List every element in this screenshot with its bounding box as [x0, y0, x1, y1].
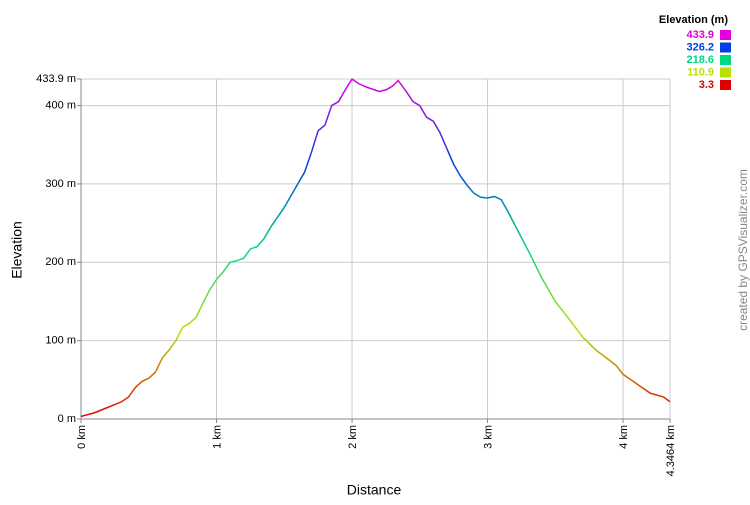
legend-swatch	[720, 55, 731, 65]
y-tick-label: 433.9 m	[36, 73, 76, 85]
x-axis-title: Distance	[347, 482, 402, 498]
legend-label: 3.3	[699, 79, 714, 91]
y-tick-label: 300 m	[45, 178, 76, 190]
credit: created by GPSVisualizer.com	[736, 169, 750, 331]
x-tick-label: 0 km	[76, 425, 88, 449]
legend-swatch	[720, 67, 731, 78]
legend-swatch	[720, 30, 731, 40]
legend-label: 326.2	[686, 41, 714, 53]
y-tick-label: 0 m	[58, 413, 76, 425]
legend-swatch	[720, 80, 731, 90]
x-tick-label: 4 km	[618, 425, 630, 449]
x-tick-label: 4.3464 km	[665, 425, 677, 476]
elevation-line	[80, 77, 671, 418]
x-tick-label: 3 km	[482, 425, 494, 449]
y-axis-title: Elevation	[9, 221, 25, 279]
x-tick-label: 1 km	[211, 425, 223, 449]
legend-label: 110.9	[687, 66, 714, 78]
legend-swatch	[720, 42, 731, 53]
y-tick-label: 100 m	[45, 335, 76, 347]
x-tick-label: 2 km	[347, 425, 359, 449]
legend-label: 433.9	[686, 29, 714, 41]
legend-title: Elevation (m)	[659, 14, 728, 26]
legend-label: 218.6	[686, 54, 714, 66]
y-tick-label: 200 m	[45, 256, 76, 268]
y-tick-label: 400 m	[45, 99, 76, 111]
